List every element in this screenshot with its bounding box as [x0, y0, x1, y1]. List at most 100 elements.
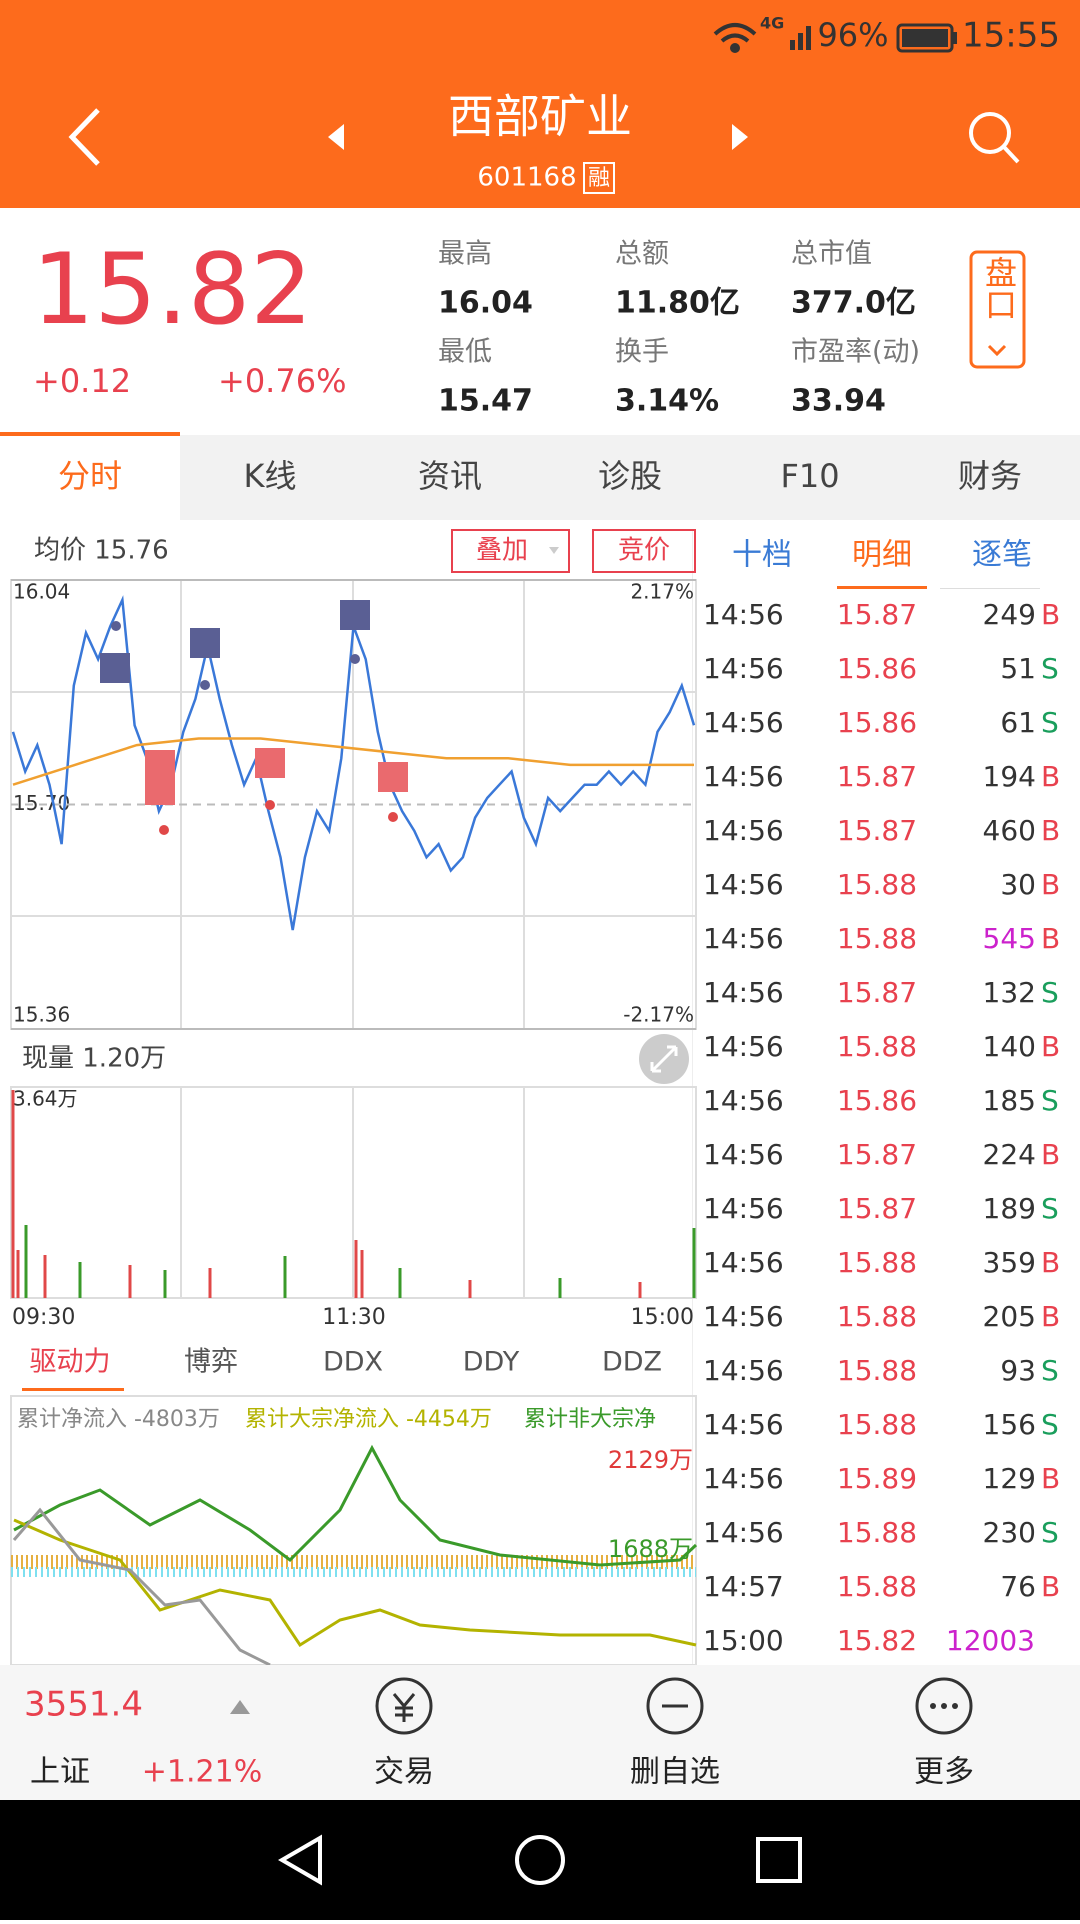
volume-label: 现量 1.20万 — [22, 1044, 166, 1074]
trade-volume: 93 — [1000, 1354, 1036, 1387]
clock: 15:55 — [962, 16, 1060, 56]
stock-name: 西部矿业 — [448, 90, 632, 144]
stat-value: 15.47 — [438, 384, 533, 419]
x-label: 11:30 — [322, 1305, 385, 1330]
y2-tick-label: -2.17% — [623, 1003, 694, 1027]
action-label[interactable]: 删自选 — [630, 1755, 720, 1790]
trade-time: 14:56 — [703, 1516, 784, 1549]
series-line — [12, 737, 694, 786]
detail-tab-underline — [837, 586, 927, 589]
index-arrow — [230, 1700, 250, 1714]
trade-volume: 545 — [983, 922, 1036, 955]
stat-label: 最高 — [438, 239, 492, 270]
tab[interactable]: 诊股 — [598, 457, 662, 495]
flow-tab[interactable]: 博弈 — [184, 1347, 238, 1378]
trade-price: 15.86 — [837, 652, 917, 685]
trade-volume: 194 — [983, 760, 1036, 793]
trade-price: 15.88 — [837, 1570, 917, 1603]
trade-side: B — [1041, 1246, 1060, 1279]
nav-bar — [0, 1800, 1080, 1920]
trade-volume: 205 — [983, 1300, 1036, 1333]
trade-markers — [100, 600, 408, 835]
stat-value: 33.94 — [791, 384, 886, 419]
trade-volume: 249 — [983, 598, 1036, 631]
trade-side: S — [1041, 1516, 1059, 1549]
trade-time: 14:56 — [703, 868, 784, 901]
trade-price: 15.82 — [837, 1624, 917, 1657]
trade-price: 15.89 — [837, 1462, 917, 1495]
trade-price: 15.87 — [837, 598, 917, 631]
flow-tab[interactable]: DDX — [323, 1347, 383, 1378]
prev-stock[interactable] — [328, 124, 344, 150]
nav-buttons[interactable] — [278, 1834, 802, 1886]
auction-label[interactable]: 竞价 — [618, 536, 670, 566]
trade-volume: 129 — [983, 1462, 1036, 1495]
tab[interactable]: K线 — [244, 457, 297, 495]
trade-price: 15.87 — [837, 814, 917, 847]
index-name: 上证 — [30, 1755, 90, 1790]
trade-side: B — [1041, 598, 1060, 631]
index-change: +1.21% — [142, 1755, 262, 1790]
expand-button[interactable] — [639, 1034, 689, 1084]
trade-icon[interactable] — [375, 1677, 433, 1735]
tab[interactable]: 资讯 — [418, 457, 482, 495]
remove-icon[interactable] — [646, 1677, 704, 1735]
trade-time: 14:56 — [703, 652, 784, 685]
trade-side: B — [1041, 1570, 1060, 1603]
tab[interactable]: 财务 — [958, 457, 1022, 495]
action-label[interactable]: 交易 — [374, 1755, 434, 1790]
trade-side: S — [1041, 1084, 1059, 1117]
trade-side: B — [1041, 868, 1060, 901]
trade-price: 15.88 — [837, 1030, 917, 1063]
next-stock[interactable] — [732, 124, 748, 150]
trade-volume: 230 — [983, 1516, 1036, 1549]
y-tick-label: 15.70 — [13, 791, 70, 815]
status-icons — [713, 23, 957, 53]
tab[interactable]: F10 — [780, 457, 839, 495]
overlay-label[interactable]: 叠加 — [476, 536, 528, 566]
trade-side: B — [1041, 1138, 1060, 1171]
detail-tab[interactable]: 明细 — [852, 538, 912, 573]
trade-side: S — [1041, 976, 1059, 1009]
action-label[interactable]: 更多 — [914, 1755, 974, 1790]
detail-tab[interactable]: 十档 — [732, 538, 792, 573]
side-button[interactable] — [969, 250, 1026, 369]
trade-volume: 359 — [983, 1246, 1036, 1279]
side-button-label[interactable]: 盘口 — [980, 256, 1018, 320]
stat-value: 16.04 — [438, 286, 533, 321]
tab[interactable]: 分时 — [58, 457, 122, 495]
flow-label: 2129万 — [608, 1446, 693, 1474]
y-tick-label: 16.04 — [13, 580, 70, 604]
battery-level: 96% — [817, 16, 888, 54]
detail-tab[interactable]: 逐笔 — [972, 538, 1032, 573]
more-icon[interactable] — [915, 1677, 973, 1735]
trade-price: 15.88 — [837, 868, 917, 901]
trade-volume: 61 — [1000, 706, 1036, 739]
trade-price: 15.86 — [837, 1084, 917, 1117]
trade-time: 14:56 — [703, 976, 784, 1009]
x-label: 09:30 — [12, 1305, 75, 1330]
trade-price: 15.87 — [837, 760, 917, 793]
trade-volume: 140 — [983, 1030, 1036, 1063]
flow-tab[interactable]: 驱动力 — [30, 1347, 111, 1378]
trade-time: 14:56 — [703, 1246, 784, 1279]
trade-side: S — [1041, 1354, 1059, 1387]
stat-label: 最低 — [438, 337, 492, 368]
trade-volume: 224 — [983, 1138, 1036, 1171]
stat-label: 总市值 — [791, 239, 872, 270]
overlay-button[interactable] — [451, 529, 570, 573]
trade-time: 14:56 — [703, 1138, 784, 1171]
y-tick-label: 15.36 — [13, 1003, 70, 1027]
trade-time: 14:56 — [703, 1354, 784, 1387]
search-button[interactable] — [969, 112, 1020, 164]
trade-price: 15.88 — [837, 1300, 917, 1333]
trade-time: 14:56 — [703, 814, 784, 847]
trade-price: 15.88 — [837, 1354, 917, 1387]
auction-button[interactable] — [592, 529, 696, 573]
flow-tab[interactable]: DDY — [463, 1347, 520, 1378]
trade-time: 14:56 — [703, 1192, 784, 1225]
trade-time: 14:56 — [703, 1030, 784, 1063]
flow-tab[interactable]: DDZ — [602, 1347, 662, 1378]
back-button[interactable] — [68, 108, 100, 166]
